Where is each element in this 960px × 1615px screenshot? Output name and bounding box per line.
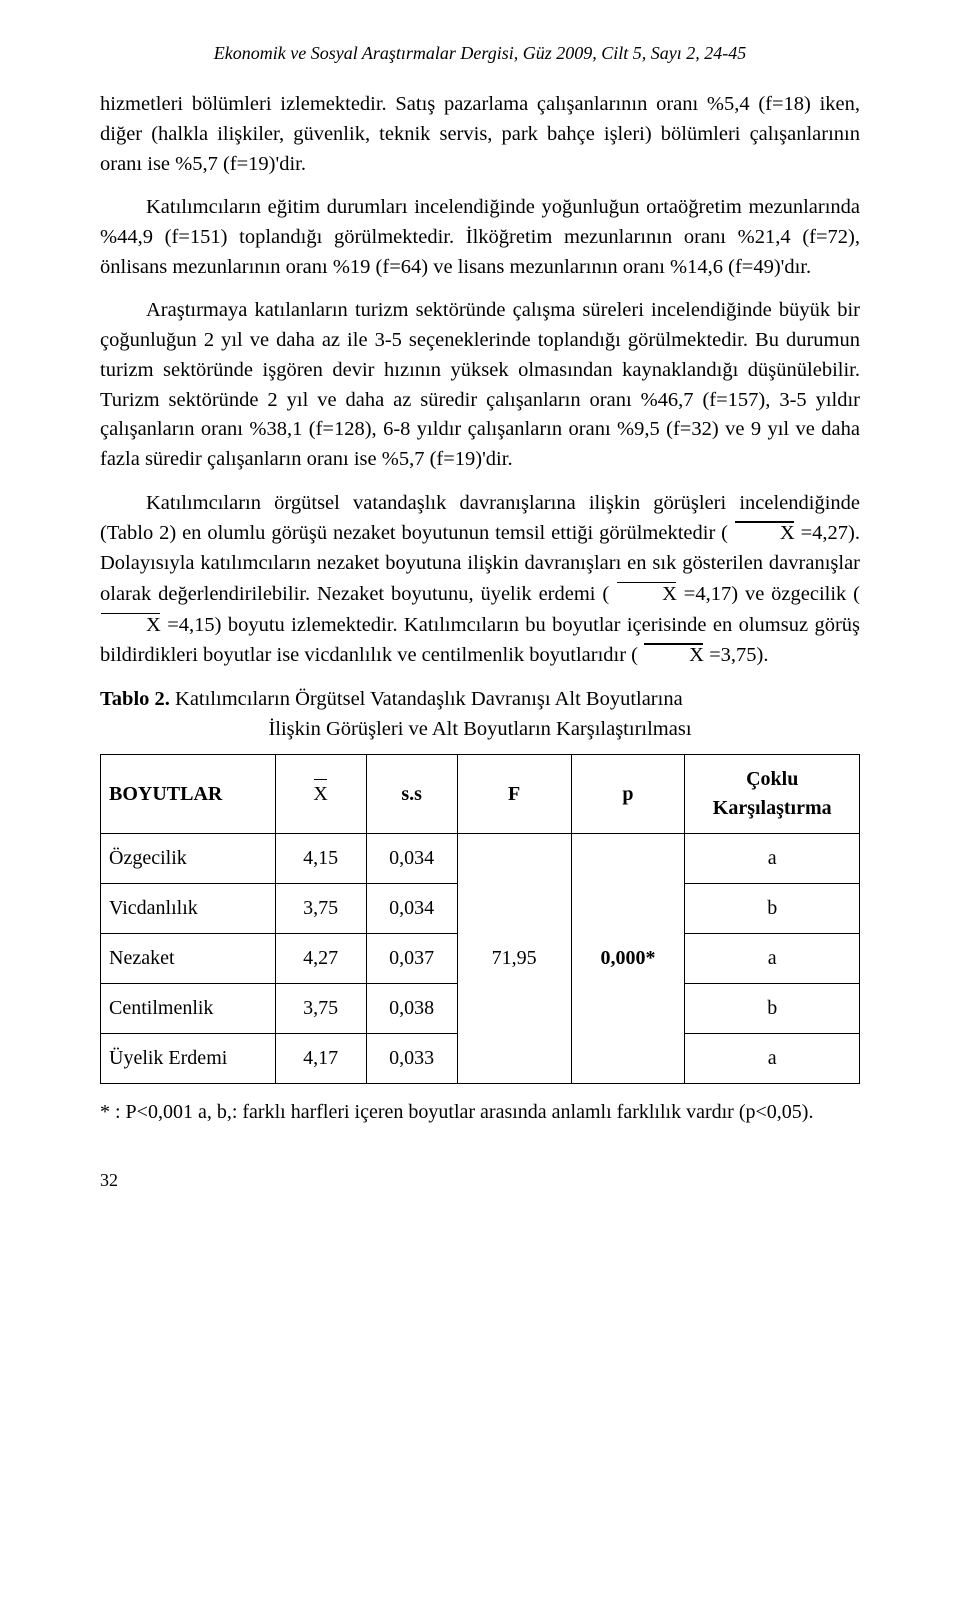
table-title-line2: İlişkin Görüşleri ve Alt Boyutların Karş…	[100, 715, 860, 745]
row-ss: 0,033	[366, 1034, 457, 1084]
row-group: a	[685, 934, 860, 984]
col-header-boyutlar: BOYUTLAR	[101, 755, 276, 834]
row-mean: 3,75	[275, 984, 366, 1034]
xbar-icon: X	[100, 610, 161, 641]
table-footnote: * : P<0,001 a, b,: farklı harfleri içere…	[100, 1098, 860, 1127]
row-group: a	[685, 1034, 860, 1084]
xbar-icon: X	[734, 518, 795, 549]
row-mean: 4,15	[275, 834, 366, 884]
col-header-coklu-l2: Karşılaştırma	[713, 797, 832, 819]
xbar-icon: X	[643, 640, 704, 671]
f-value-cell: 71,95	[457, 834, 571, 1084]
paragraph-2: Katılımcıların eğitim durumları incelend…	[100, 193, 860, 282]
row-name: Centilmenlik	[101, 984, 276, 1034]
col-header-coklu: Çoklu Karşılaştırma	[685, 755, 860, 834]
col-header-ss: s.s	[366, 755, 457, 834]
row-group: b	[685, 984, 860, 1034]
row-ss: 0,037	[366, 934, 457, 984]
row-ss: 0,034	[366, 884, 457, 934]
table-header-row: BOYUTLAR X s.s F p Çoklu Karşılaştırma	[101, 755, 860, 834]
xbar-icon: X	[616, 579, 677, 610]
row-name: Vicdanlılık	[101, 884, 276, 934]
table-title-prefix: Tablo 2.	[100, 688, 170, 710]
table-title: Tablo 2. Katılımcıların Örgütsel Vatanda…	[100, 685, 860, 744]
p-value-cell: 0,000*	[571, 834, 685, 1084]
row-name: Özgecilik	[101, 834, 276, 884]
paragraph-4-seg-c: =4,17) ve özgecilik (	[684, 583, 860, 605]
row-mean: 4,17	[275, 1034, 366, 1084]
xbar-icon: X	[313, 780, 327, 809]
col-header-p: p	[571, 755, 685, 834]
row-ss: 0,038	[366, 984, 457, 1034]
col-header-mean: X	[275, 755, 366, 834]
paragraph-4-seg-e: =3,75).	[709, 644, 768, 666]
page-number: 32	[100, 1167, 860, 1193]
row-mean: 3,75	[275, 884, 366, 934]
paragraph-1: hizmetleri bölümleri izlemektedir. Satış…	[100, 90, 860, 179]
row-group: a	[685, 834, 860, 884]
row-mean: 4,27	[275, 934, 366, 984]
table-title-line1: Katılımcıların Örgütsel Vatandaşlık Davr…	[170, 688, 683, 710]
col-header-f: F	[457, 755, 571, 834]
results-table: BOYUTLAR X s.s F p Çoklu Karşılaştırma Ö…	[100, 754, 860, 1084]
row-name: Üyelik Erdemi	[101, 1034, 276, 1084]
row-name: Nezaket	[101, 934, 276, 984]
journal-header: Ekonomik ve Sosyal Araştırmalar Dergisi,…	[100, 40, 860, 66]
row-ss: 0,034	[366, 834, 457, 884]
col-header-coklu-l1: Çoklu	[746, 768, 798, 790]
paragraph-3: Araştırmaya katılanların turizm sektörün…	[100, 296, 860, 474]
table-row: Özgecilik 4,15 0,034 71,95 0,000* a	[101, 834, 860, 884]
paragraph-4: Katılımcıların örgütsel vatandaşlık davr…	[100, 489, 860, 671]
row-group: b	[685, 884, 860, 934]
